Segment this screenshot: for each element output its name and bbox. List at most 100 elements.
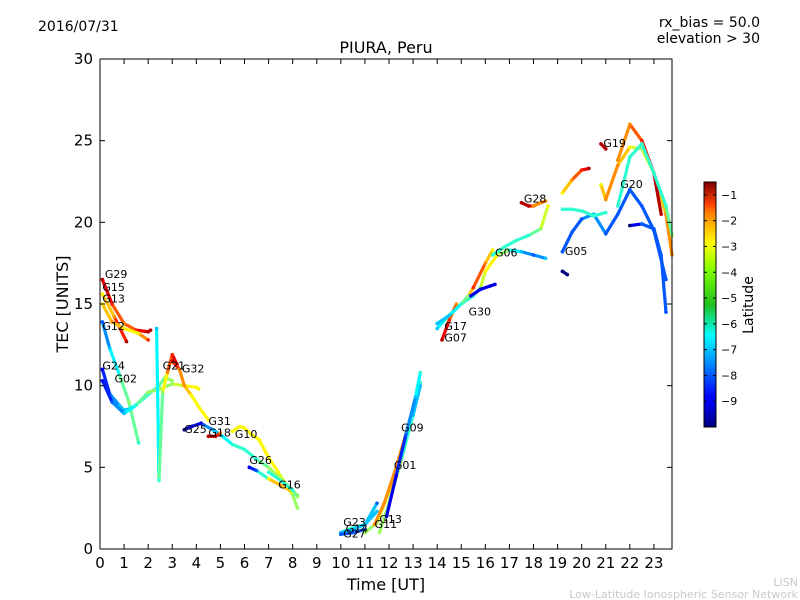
track-segment xyxy=(254,469,271,481)
track-point xyxy=(218,431,223,435)
track-point xyxy=(531,204,536,208)
track-point xyxy=(579,168,584,172)
track-point xyxy=(628,187,632,192)
x-tick-label: 0 xyxy=(95,554,105,572)
track-point xyxy=(377,530,382,535)
track-segment xyxy=(592,210,608,218)
track-segment xyxy=(161,371,170,394)
track-point xyxy=(447,313,452,318)
colorbar-tick-label: −7 xyxy=(721,344,737,357)
satellite-label-g31: G31 xyxy=(208,415,231,428)
track-point xyxy=(394,473,399,478)
track-point xyxy=(560,207,565,212)
y-axis-label: TEC [UNITS] xyxy=(53,256,72,354)
track-segment xyxy=(136,331,150,342)
track-segment xyxy=(483,253,499,273)
track-point xyxy=(418,370,423,375)
track-point xyxy=(469,294,473,298)
track-segment xyxy=(527,227,543,237)
track-point xyxy=(230,442,235,447)
track-point xyxy=(543,256,548,261)
plot-frame xyxy=(99,58,673,550)
y-tick-label: 5 xyxy=(83,458,93,476)
track-point xyxy=(170,352,175,357)
track-point xyxy=(560,249,565,254)
track-point xyxy=(266,476,271,481)
track-segment xyxy=(100,320,112,350)
satellite-label-g32: G32 xyxy=(182,363,205,376)
track-point xyxy=(490,253,495,257)
colorbar xyxy=(703,181,717,428)
track-point xyxy=(493,282,497,287)
track-point xyxy=(659,253,663,257)
track-point xyxy=(112,315,117,319)
track-point xyxy=(189,393,194,398)
track-segment xyxy=(363,509,379,527)
x-tick-label: 4 xyxy=(192,554,202,572)
track-point xyxy=(570,230,574,234)
y-tick-label: 25 xyxy=(74,132,93,150)
track-point xyxy=(570,178,574,182)
track-segment xyxy=(616,188,632,216)
x-tick-label: 11 xyxy=(355,554,374,572)
track-point xyxy=(570,207,574,212)
colorbar-tick-label: −1 xyxy=(721,189,737,202)
track-point xyxy=(616,212,620,216)
track-point xyxy=(201,423,206,427)
satellite-label-g12: G12 xyxy=(102,320,125,333)
track-point xyxy=(100,367,105,372)
track-segment xyxy=(218,433,235,447)
series-g32 xyxy=(170,359,211,422)
track-segment xyxy=(592,212,608,236)
x-tick-label: 8 xyxy=(288,554,298,572)
track-point xyxy=(507,248,512,252)
track-segment xyxy=(351,522,367,532)
series-g21 xyxy=(154,326,179,483)
track-segment xyxy=(339,527,355,535)
track-point xyxy=(640,138,644,143)
track-point xyxy=(117,372,122,377)
satellite-label-g13: G13 xyxy=(102,292,125,305)
colorbar-tick-label: −4 xyxy=(721,266,737,279)
track-point xyxy=(110,320,114,324)
track-point xyxy=(652,227,656,231)
track-segment xyxy=(628,222,644,228)
track-point xyxy=(616,204,620,208)
series-g09 xyxy=(384,370,423,519)
x-tick-label: 18 xyxy=(524,554,543,572)
track-segment xyxy=(539,204,550,231)
track-segment xyxy=(339,531,355,536)
track-point xyxy=(154,326,159,331)
track-segment xyxy=(110,320,126,331)
track-point xyxy=(502,245,507,249)
y-tick-label: 0 xyxy=(83,540,93,558)
track-segment xyxy=(266,455,280,474)
track-point xyxy=(278,478,283,483)
track-segment xyxy=(478,269,487,290)
track-point xyxy=(599,182,603,187)
track-segment xyxy=(257,437,271,460)
satellite-label-g19: G19 xyxy=(603,137,626,150)
series-g25 xyxy=(182,421,203,432)
track-point xyxy=(514,238,519,243)
colorbar-tick-label: −9 xyxy=(721,395,737,408)
track-point xyxy=(560,269,565,274)
track-point xyxy=(603,231,608,236)
track-point xyxy=(160,390,165,395)
track-segment xyxy=(604,163,620,202)
satellite-label-g18: G18 xyxy=(208,426,231,439)
track-segment xyxy=(652,227,663,257)
series-layer xyxy=(100,122,674,537)
track-segment xyxy=(515,233,531,242)
track-segment xyxy=(628,188,644,208)
track-segment xyxy=(628,122,644,143)
satellite-label-g24: G24 xyxy=(102,359,125,372)
track-segment xyxy=(659,253,668,314)
track-segment xyxy=(134,328,150,334)
track-point xyxy=(483,261,488,265)
track-segment xyxy=(435,318,447,331)
track-point xyxy=(206,418,211,422)
track-segment xyxy=(447,302,463,318)
track-point xyxy=(363,530,367,535)
x-tick-label: 13 xyxy=(404,554,423,572)
